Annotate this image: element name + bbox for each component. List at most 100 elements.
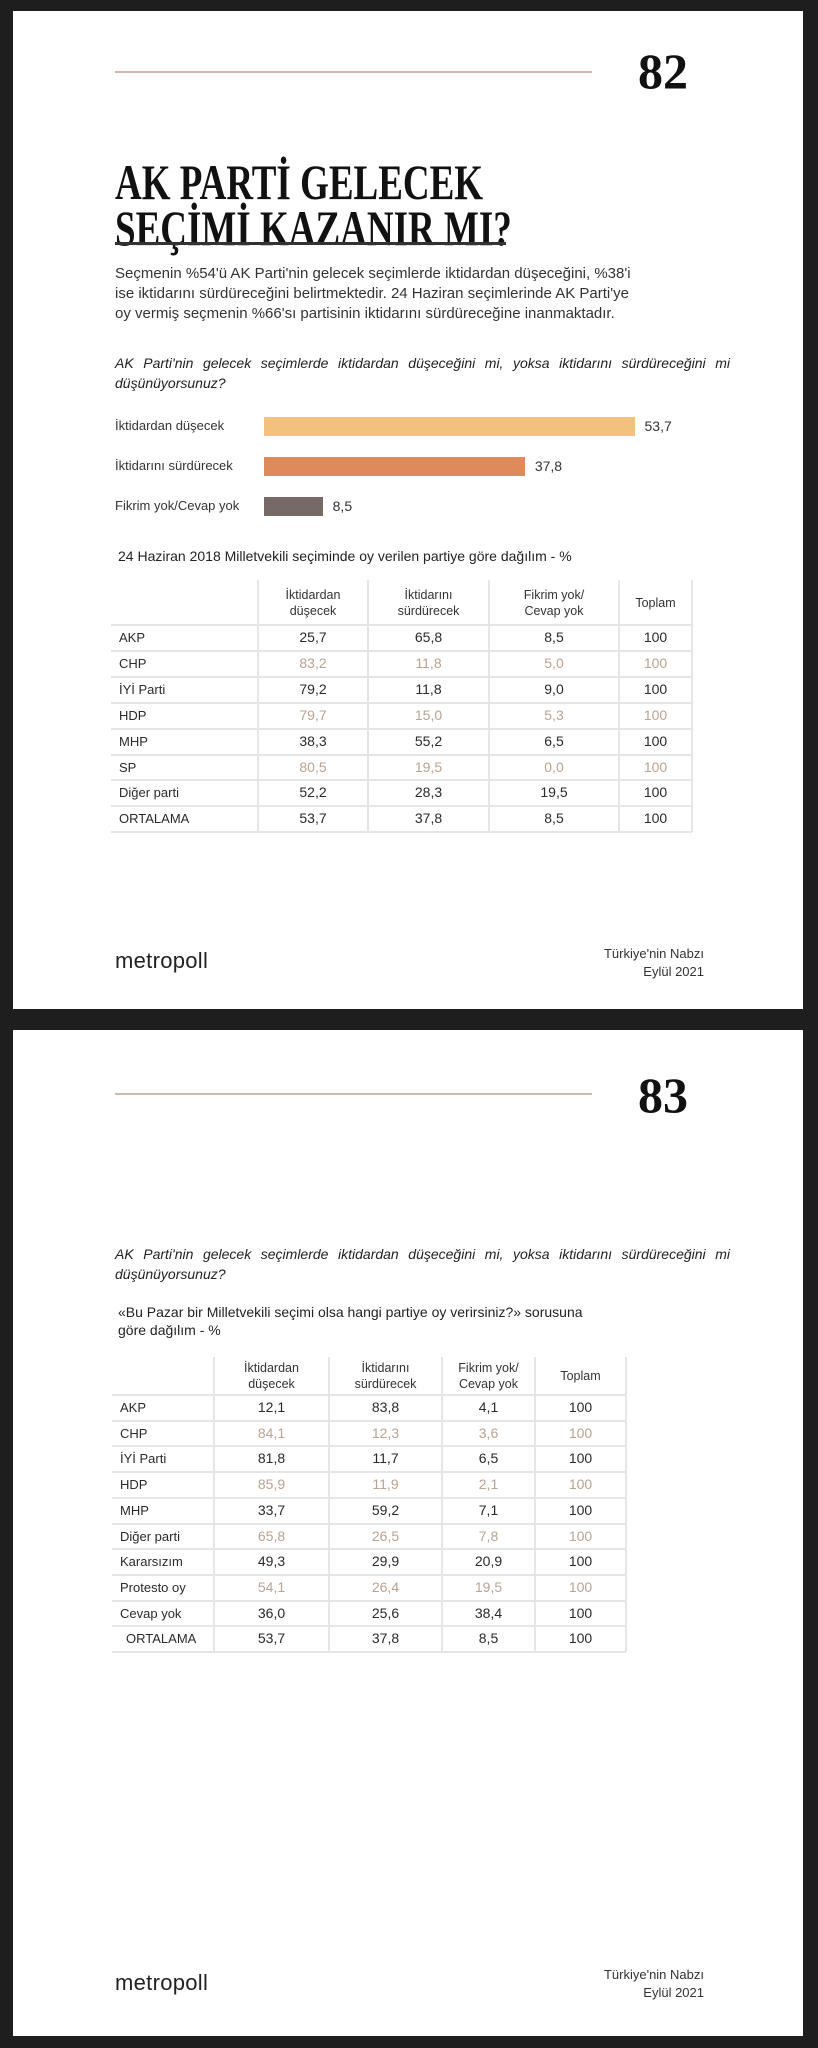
table-cell: 12,1 — [257, 1399, 286, 1415]
table-cell: 26,4 — [371, 1578, 400, 1595]
table-cell: 0,0 — [544, 758, 564, 775]
row-label: SP — [119, 759, 137, 775]
table-cell: 11,7 — [372, 1450, 399, 1467]
row-divider — [112, 1522, 626, 1525]
table-cell: 59,2 — [371, 1501, 400, 1518]
table-cell: 83,2 — [299, 654, 327, 671]
table-cell: 15,0 — [414, 706, 443, 723]
table-cell: 100 — [643, 810, 668, 827]
logo-text: metropoll — [115, 948, 209, 973]
table-cell: 49,3 — [257, 1553, 286, 1570]
row-divider — [111, 675, 692, 678]
table-cell: 6,5 — [478, 1450, 499, 1467]
row-divider — [112, 1548, 626, 1551]
report-date: Eylül 2021 — [643, 1985, 704, 2000]
row-divider — [111, 649, 692, 652]
column-divider — [488, 580, 490, 833]
table-cell: 5,0 — [544, 654, 564, 671]
table-cell: 52,2 — [299, 784, 327, 801]
report-page-83: 83 AK Parti'nin gelecek seçimlerde iktid… — [13, 1030, 803, 2036]
table-cell: 3,6 — [478, 1424, 499, 1441]
table-cell: 100 — [568, 1424, 593, 1441]
row-divider — [111, 624, 692, 626]
table-cell: 5,3 — [544, 706, 564, 723]
row-label: CHP — [119, 655, 147, 671]
report-date: Eylül 2021 — [643, 964, 704, 979]
table-cell: 65,8 — [257, 1527, 286, 1544]
table-cell: 100 — [643, 732, 668, 749]
row-divider — [112, 1651, 626, 1653]
bar-value-label: 8,5 — [332, 498, 353, 514]
row-label: ORTALAMA — [119, 811, 190, 827]
table-cell: 6,5 — [544, 732, 564, 749]
table-cell: 53,7 — [299, 810, 327, 827]
table-cell: 100 — [568, 1476, 593, 1493]
summary-line-1: Seçmenin %54'ü AK Parti'nin gelecek seçi… — [115, 265, 631, 282]
column-header: Toplam — [635, 595, 676, 610]
row-divider — [112, 1496, 626, 1499]
results-table: İktidardan düşecek İktidarını sürdürecek F… — [112, 1357, 627, 1653]
page-number: 82 — [638, 43, 688, 99]
table-cell: 11,8 — [415, 654, 442, 671]
title-underline — [115, 242, 506, 245]
table-cell: 100 — [643, 784, 668, 801]
header-rule — [115, 71, 592, 73]
column-header: İktidarını sürdürecek — [354, 1361, 417, 1391]
row-divider — [112, 1394, 626, 1396]
table-cell: 7,8 — [478, 1527, 499, 1544]
table-cell: 100 — [568, 1630, 593, 1647]
table-cell: 25,6 — [371, 1604, 400, 1621]
summary-line-2: ise iktidarını sürdüreceğini belirtmekte… — [115, 285, 629, 302]
results-table: İktidardan düşecek İktidarını sürdürecek F… — [111, 580, 693, 834]
table-cell: 12,3 — [371, 1424, 400, 1441]
table-cell: 2,1 — [478, 1476, 499, 1493]
page-number: 83 — [638, 1067, 688, 1123]
table-cell: 11,9 — [372, 1476, 399, 1493]
table-cell: 100 — [568, 1450, 593, 1467]
row-divider — [112, 1445, 626, 1448]
table-cell: 100 — [568, 1604, 593, 1621]
column-header: Fikrim yok/ Cevap yok — [523, 587, 585, 618]
table-cell: 100 — [568, 1527, 593, 1544]
table-cell: 8,5 — [544, 629, 564, 645]
row-divider — [112, 1573, 626, 1576]
column-divider — [534, 1357, 536, 1652]
bar — [264, 457, 525, 476]
bar-label: Fikrim yok/Cevap yok — [115, 498, 240, 513]
survey-question: AK Parti'nin gelecek seçimlerde iktidard… — [115, 355, 730, 391]
logo-text: metropoll — [115, 1970, 209, 1995]
table-cell: 8,5 — [544, 810, 564, 827]
row-label: AKP — [120, 1400, 147, 1415]
table-cell: 7,1 — [478, 1501, 499, 1518]
table-cell: 79,7 — [299, 706, 327, 723]
table-cell: 37,8 — [371, 1630, 400, 1647]
column-divider — [691, 580, 693, 833]
table-cell: 19,5 — [540, 784, 568, 801]
bar — [264, 417, 635, 436]
bar-value-label: 37,8 — [534, 458, 563, 474]
table-cell: 20,9 — [474, 1553, 503, 1570]
column-header: İktidardan düşecek — [244, 1361, 299, 1391]
column-divider — [625, 1357, 627, 1652]
report-page-82: 82 AK PARTİ GELECEK SEÇİMİ KAZANIR MI? S… — [13, 11, 803, 1009]
column-header: İktidarını sürdürecek — [397, 587, 460, 618]
table-cell: 9,0 — [544, 680, 564, 697]
table-caption: 24 Haziran 2018 Milletvekili seçiminde o… — [118, 548, 572, 564]
header-rule — [115, 1093, 592, 1095]
row-label: CHP — [120, 1425, 148, 1441]
table-cell: 100 — [568, 1399, 593, 1415]
column-divider — [257, 580, 259, 833]
row-divider — [112, 1471, 626, 1474]
row-divider — [111, 779, 692, 782]
row-divider — [111, 831, 692, 834]
table-cell: 29,9 — [371, 1553, 400, 1570]
metropoll-logo: metropoll — [115, 948, 208, 974]
column-divider — [328, 1357, 330, 1652]
table-cell: 25,7 — [299, 629, 327, 645]
table-cell: 79,2 — [299, 680, 327, 697]
row-divider — [111, 805, 692, 808]
table-cell: 28,3 — [414, 784, 443, 801]
page-title-line-1: AK PARTİ GELECEK — [115, 154, 484, 210]
column-divider — [618, 580, 620, 833]
table-cell: 80,5 — [299, 758, 327, 775]
